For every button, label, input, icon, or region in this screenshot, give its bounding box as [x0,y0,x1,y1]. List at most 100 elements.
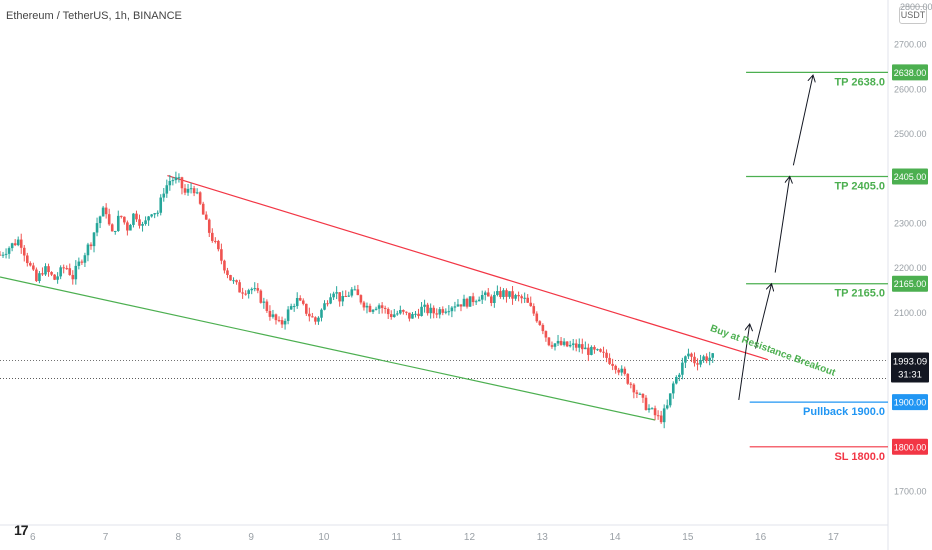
candle-body [617,369,620,373]
support-trend-line [0,276,656,421]
candle-body [547,337,551,346]
current-price-label: 1993.09 [893,357,927,368]
x-tick-label: 14 [609,532,621,543]
bar-countdown-label: 31:31 [898,370,922,381]
candle-body [541,324,545,332]
candle-body [693,356,696,364]
candle-body [635,392,639,394]
x-tick-label: 16 [755,532,767,543]
candle-body [599,349,602,352]
candle-body [83,255,87,263]
candle-body [705,356,708,361]
candle-body [471,296,475,303]
candle-body [405,311,408,313]
candle-body [168,180,172,186]
candle-body [347,295,351,297]
candle-body [493,294,496,303]
candle-body [195,192,199,194]
candle-body [699,360,702,365]
candle-body [459,304,463,307]
candle-body [711,353,715,358]
candle-body [214,240,217,242]
y-tick-label: 2500.00 [894,129,927,139]
candle-body [577,344,581,348]
candle-body [332,293,335,298]
level-axis-tag-sl [892,438,928,455]
y-tick-label-top: 2800.00 [900,2,932,12]
symbol-title: Ethereum / TetherUS, 1h, BINANCE [6,10,182,22]
tradingview-logo[interactable]: 17 [14,522,29,538]
candle-body [395,313,399,315]
candle-body [29,263,32,266]
candle-body [53,274,56,280]
level-axis-tag-pullback [892,394,928,411]
candle-body [113,230,117,232]
level-axis-label-pullback: 1900.00 [894,398,927,408]
candle-body [708,357,711,361]
candle-body [593,346,596,350]
candle-body [556,340,560,344]
candle-body [623,368,627,374]
candle-body [526,297,530,303]
candle-body [383,307,387,309]
candle-body [201,203,205,215]
candle-body [268,310,272,317]
candle-body [171,180,175,182]
projection-arrow [738,324,750,400]
candle-body [104,207,108,215]
projection-arrow [792,75,813,166]
candle-body [0,254,2,256]
candle-body [653,408,657,416]
x-tick-label: 8 [176,532,182,543]
candle-body [7,248,11,254]
candle-body [538,321,542,325]
candle-body [217,240,220,250]
candle-body [262,301,266,303]
x-tick-label: 7 [103,532,109,543]
candle-body [574,343,578,348]
candle-body [308,313,311,317]
candle-body [671,383,675,394]
candle-body [314,317,317,322]
candle-body [371,309,375,312]
candle-body [150,214,153,217]
candle-body [523,297,526,299]
candle-body [508,291,511,297]
candle-body [47,266,50,273]
candle-body [326,303,329,305]
currency-badge[interactable]: USDT [899,6,927,24]
level-label-tp: TP 2405.0 [834,180,885,192]
candle-body [447,311,451,313]
candle-body [690,353,693,357]
candle-body [496,291,499,295]
candle-body [74,265,78,280]
candle-body [144,220,147,225]
candle-body [80,261,84,263]
candle-body [50,272,53,275]
candle-body [611,363,614,366]
candle-body [402,310,405,312]
candle-body [656,415,660,417]
candle-body [153,213,156,215]
candle-body [587,347,590,355]
candle-body [374,308,378,310]
candle-body [499,291,502,297]
candle-body [116,215,120,231]
candle-body [138,219,141,226]
candle-body [4,253,8,255]
y-tick-label: 2100.00 [894,308,927,318]
candle-body [256,288,260,291]
candle-body [580,344,584,350]
candle-body [162,193,166,198]
candle-body [435,313,439,315]
level-label-pullback: Pullback 1900.0 [803,406,885,418]
x-tick-label: 11 [391,532,402,543]
candle-body [571,343,575,345]
level-label-tp: TP 2165.0 [834,288,885,300]
candle-body [380,305,384,308]
candle-body [368,305,372,312]
candle-body [659,415,663,423]
candle-body [301,300,305,304]
candle-body [289,306,293,310]
